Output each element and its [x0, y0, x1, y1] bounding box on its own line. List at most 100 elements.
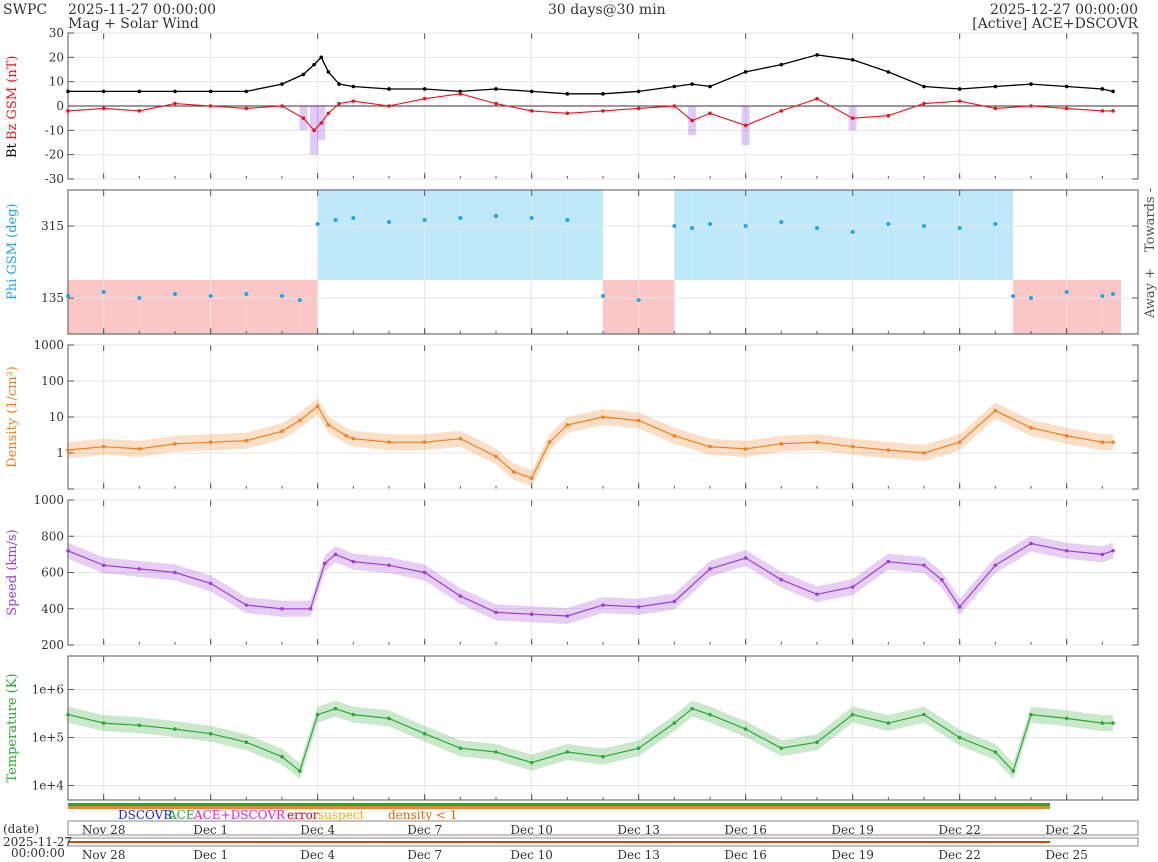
- density-envelope: [68, 398, 1113, 487]
- phi-point: [993, 222, 998, 226]
- mag-bt-point: [1111, 89, 1115, 94]
- mag-bz-point: [1111, 109, 1115, 113]
- phi-towards-band: [674, 190, 693, 280]
- date-axis-tick-label: Dec 4: [300, 823, 335, 837]
- mag-bz-point: [101, 106, 106, 111]
- density-point: [601, 415, 605, 419]
- phi-right-label-towards: Towards -: [1143, 188, 1158, 252]
- density-point: [422, 440, 427, 444]
- speed-point: [333, 552, 338, 557]
- phi-point: [815, 226, 819, 230]
- phi-point: [636, 298, 641, 302]
- speed-point: [957, 605, 962, 609]
- mag-bz-point: [319, 121, 324, 125]
- density-point: [779, 442, 784, 446]
- legend-suspect: suspect: [318, 808, 365, 822]
- mag-bt-point: [280, 82, 284, 86]
- timeline-tick-label: Dec 16: [724, 848, 767, 862]
- phi-point: [1111, 292, 1116, 296]
- density-point: [708, 444, 712, 449]
- phi-away-band: [139, 280, 175, 334]
- phi-point: [422, 218, 427, 222]
- mag-bz-point: [173, 101, 177, 106]
- temperature-point: [529, 760, 534, 765]
- density-point: [957, 440, 962, 444]
- mag-bz-point: [957, 99, 962, 103]
- legend-error: error: [287, 808, 319, 822]
- speed-point: [66, 548, 70, 553]
- phi-away-band: [1113, 280, 1122, 334]
- temperature-point: [1064, 716, 1069, 721]
- speed-point: [940, 577, 944, 582]
- speed-point: [636, 605, 641, 609]
- density-point: [1064, 434, 1069, 438]
- density-point: [494, 454, 498, 459]
- temperature-point: [957, 735, 962, 740]
- speed-point: [1064, 548, 1069, 553]
- speed-point: [601, 603, 605, 607]
- mag-bt-point: [993, 84, 998, 89]
- mag-bz-point: [351, 99, 356, 103]
- temperature-ylabel: Temperature (K): [5, 673, 20, 782]
- density-point: [815, 440, 819, 444]
- temperature-point: [601, 754, 605, 759]
- density-point: [173, 442, 177, 446]
- density-point: [886, 448, 891, 452]
- phi-towards-band: [817, 190, 853, 280]
- temperature-point: [66, 712, 70, 717]
- phi-away-band: [210, 280, 247, 334]
- density-point: [315, 404, 320, 408]
- mag-bt-point: [672, 84, 677, 89]
- phi-right-label-away: Away +: [1143, 268, 1158, 319]
- date-axis-tick-label: Dec 7: [407, 823, 442, 837]
- speed-point: [280, 606, 284, 611]
- mag-bz-point: [815, 96, 819, 101]
- mag-bz-point: [137, 109, 142, 113]
- mag-bt-point: [1064, 84, 1069, 89]
- speed-point: [351, 559, 356, 564]
- phi-away-band: [282, 280, 300, 334]
- density-point: [636, 418, 641, 423]
- speed-point: [458, 594, 463, 598]
- date-axis-tick-label: Dec 19: [831, 823, 874, 837]
- phi-point: [351, 216, 356, 220]
- density-point: [280, 429, 284, 434]
- phi-point: [922, 224, 926, 228]
- legend-ace-dscovr: ACE+DSCOVR: [193, 808, 286, 822]
- timeline-tick-label: Dec 4: [300, 848, 335, 862]
- temperature-ytick-label-0: 1e+6: [32, 683, 64, 697]
- density-point: [298, 418, 302, 423]
- phi-point: [333, 218, 338, 222]
- mag-bz-point: [312, 128, 316, 133]
- mag-bt-point: [422, 87, 427, 91]
- mag-ytick-label-1: 20: [49, 50, 64, 64]
- phi-towards-band: [567, 190, 603, 280]
- temperature-point: [101, 721, 106, 725]
- phi-point: [66, 294, 70, 298]
- mag-bt-line: [68, 54, 1114, 95]
- density-point: [101, 444, 106, 449]
- speed-ytick-label-0: 1000: [33, 493, 64, 507]
- phi-point: [315, 222, 320, 226]
- speed-point: [1029, 541, 1033, 546]
- mag-bt-point: [529, 89, 534, 94]
- mag-bz-point: [708, 111, 712, 116]
- phi-ylabel: Phi GSM (deg): [5, 203, 20, 300]
- mag-ytick-label-4: -10: [45, 123, 64, 137]
- density-ytick-label-1: 100: [41, 374, 64, 388]
- temperature-point: [565, 750, 570, 754]
- density-point: [326, 423, 331, 427]
- density-point: [672, 434, 677, 438]
- mag-bz-point: [850, 116, 855, 120]
- temperature-point: [743, 727, 748, 731]
- mag-bt-point: [850, 57, 855, 62]
- density-point: [743, 447, 748, 451]
- temperature-point: [458, 746, 463, 750]
- temperature-point: [351, 712, 356, 717]
- temperature-point: [993, 750, 998, 754]
- density-point: [137, 447, 142, 451]
- phi-towards-band: [852, 190, 889, 280]
- date-axis-tick-label: Dec 16: [724, 823, 767, 837]
- date-axis-box: [67, 820, 1139, 836]
- phi-point: [690, 226, 695, 230]
